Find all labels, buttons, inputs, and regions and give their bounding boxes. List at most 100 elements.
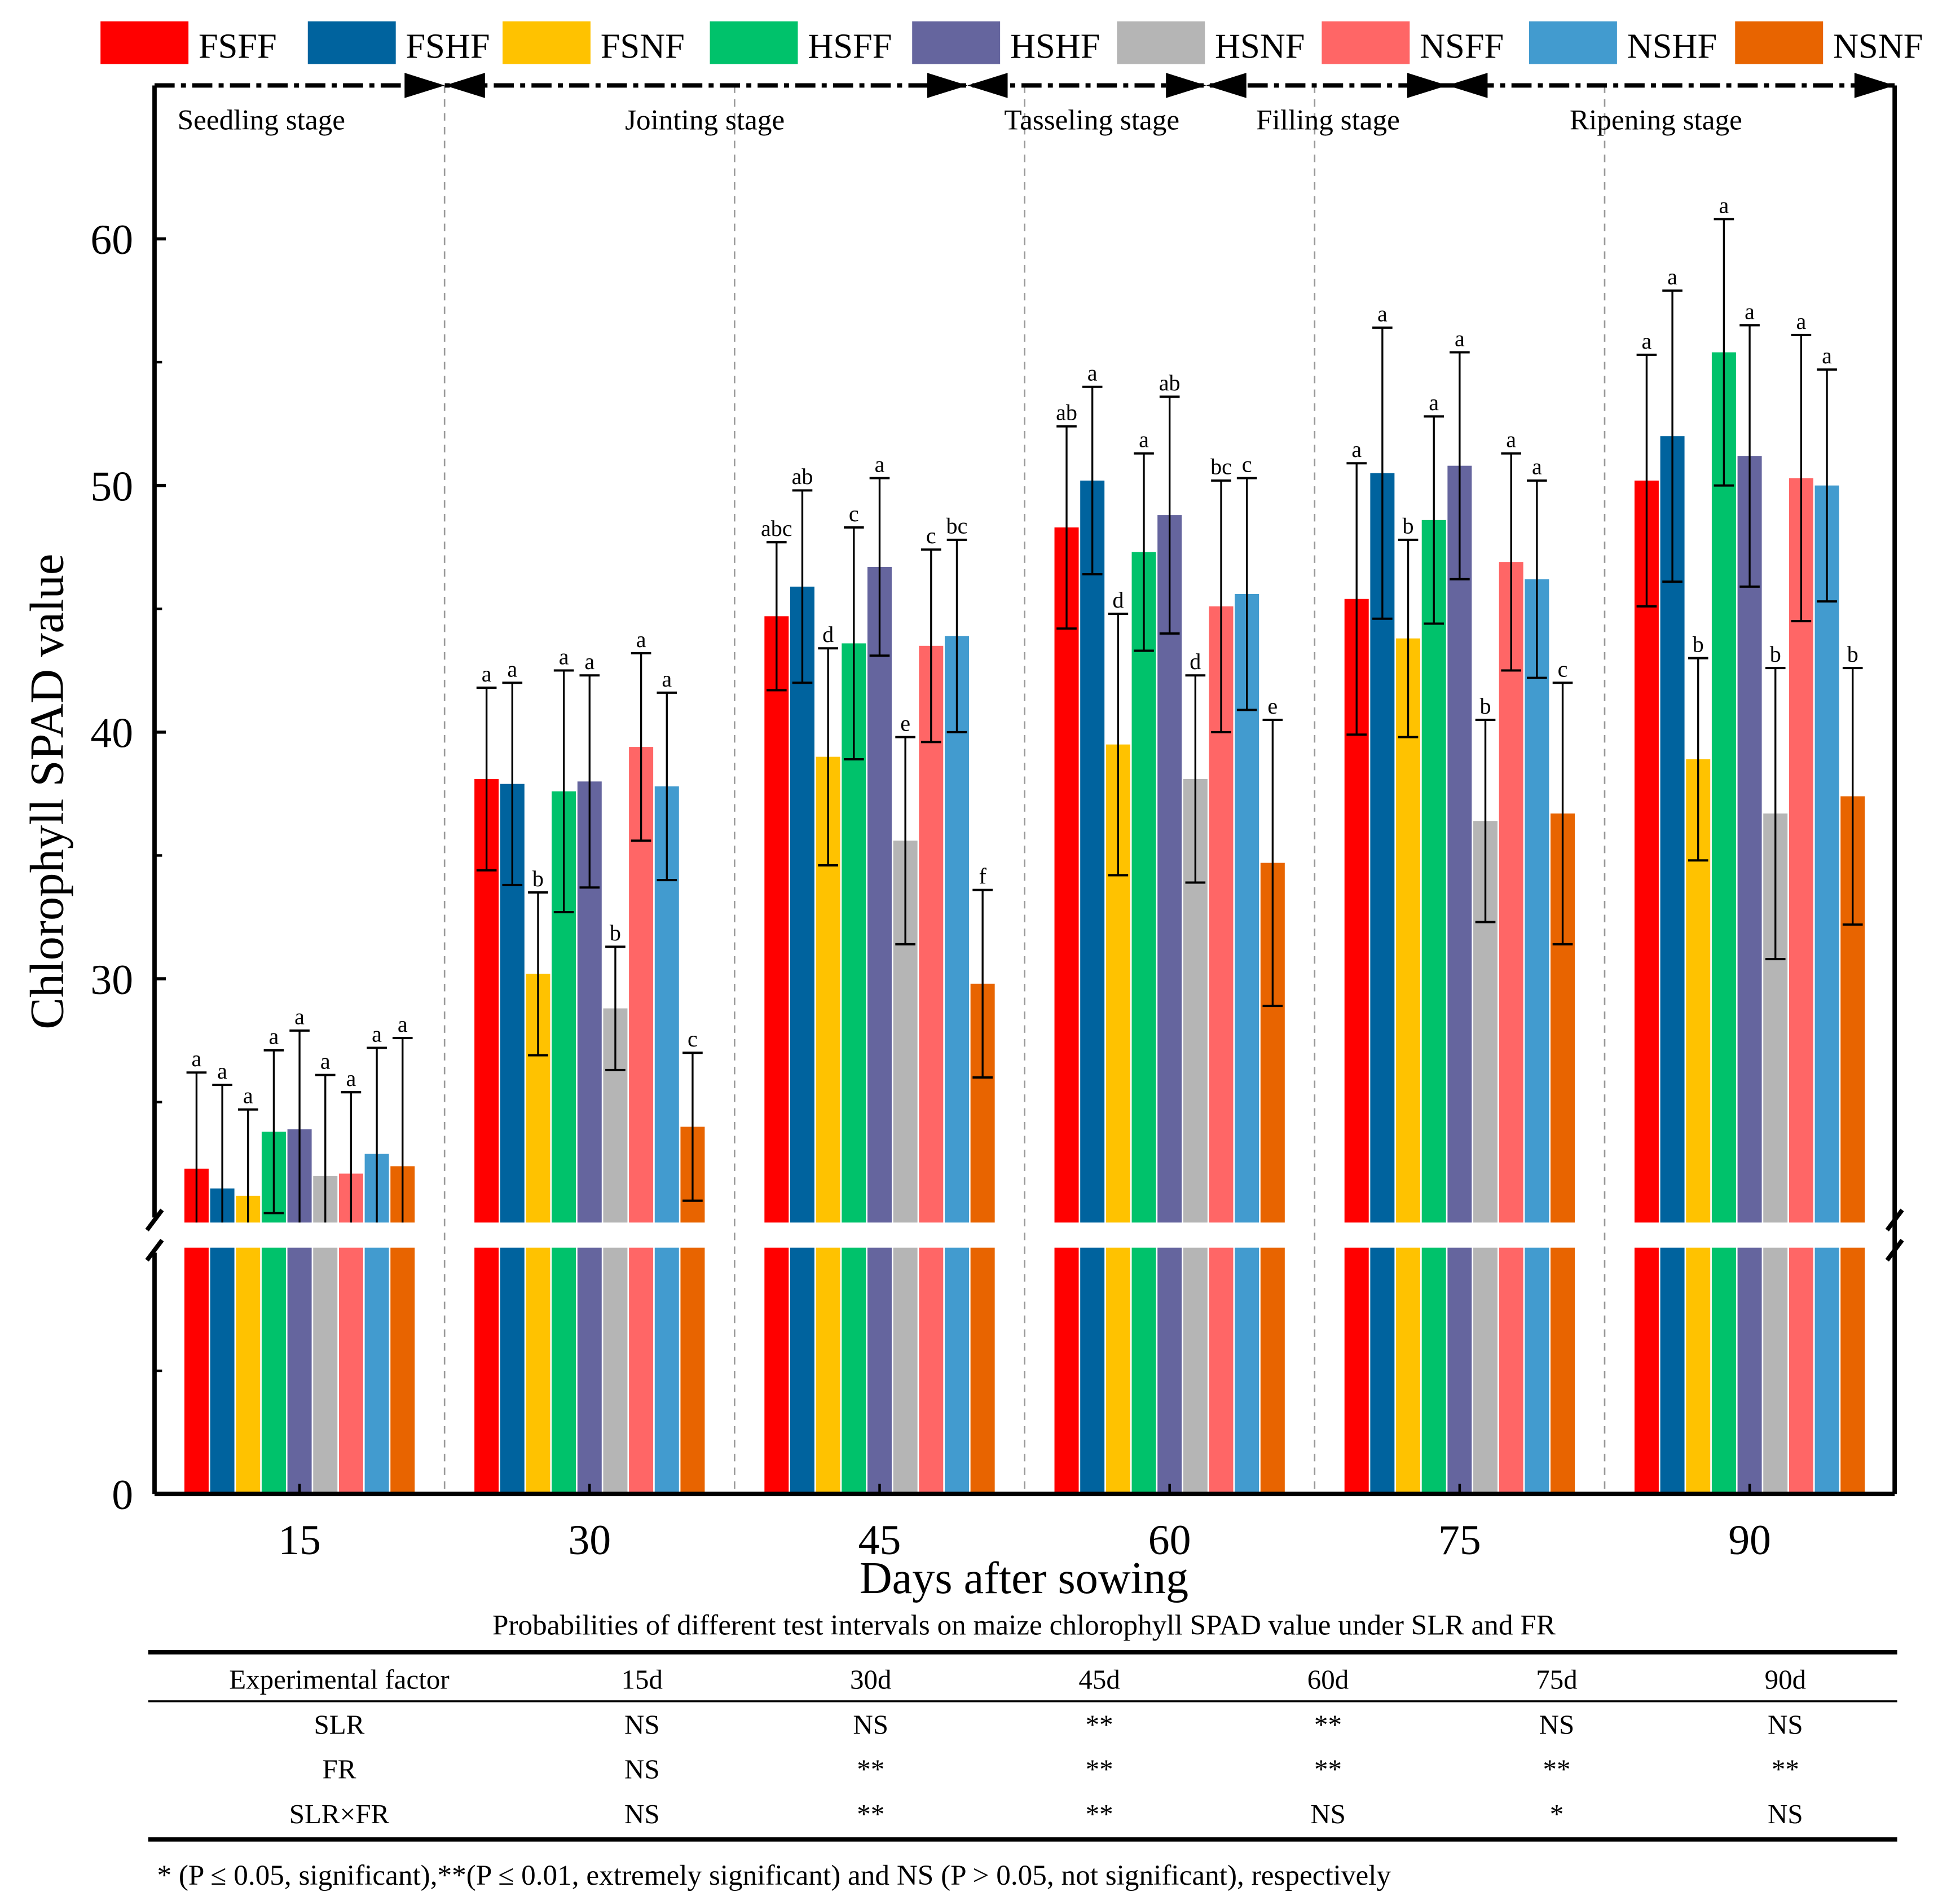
bar-lower [552, 1247, 576, 1494]
table-cell: ** [1086, 1798, 1113, 1829]
bar-lower [1660, 1247, 1685, 1494]
significance-letter: c [1558, 656, 1568, 681]
x-tick-label: 15 [278, 1517, 321, 1564]
legend-swatch-fsnf [503, 21, 591, 64]
bar-nshf-15: a [364, 1021, 389, 1494]
bar-lower [1525, 1247, 1549, 1494]
bar-lower [1711, 1247, 1736, 1494]
table-cell: ** [1086, 1709, 1113, 1740]
table-cell: NS [624, 1754, 660, 1785]
bar-nsff-45: c [919, 523, 944, 1494]
bar-nsff-15: a [338, 1066, 363, 1494]
stage-arrow-left [967, 73, 1008, 98]
bar-nsff-30: a [629, 627, 654, 1494]
table-cell: NS [853, 1709, 888, 1740]
bar-lower [1737, 1247, 1762, 1494]
table-cell: NS [1768, 1798, 1803, 1829]
bar-lower [842, 1247, 866, 1494]
significance-letter: a [1506, 427, 1516, 452]
significance-letter: a [1719, 192, 1729, 218]
bar-hsff-60: a [1131, 427, 1156, 1494]
significance-letter: b [1480, 693, 1491, 719]
significance-letter: a [1822, 343, 1832, 368]
table-header-cell: 90d [1765, 1664, 1807, 1695]
significance-letter: a [320, 1048, 331, 1074]
table-cell: ** [857, 1754, 884, 1785]
stage-arrow-left [1447, 73, 1488, 98]
stage-arrow-right [1854, 73, 1895, 98]
significance-letter: a [1667, 264, 1677, 289]
bar-nshf-60: c [1235, 451, 1259, 1494]
bar-nshf-90: a [1814, 343, 1839, 1494]
significance-letter: a [346, 1066, 356, 1091]
axis-break-mark [145, 1239, 164, 1262]
bar-fshf-90: a [1660, 264, 1685, 1494]
bar-lower [1054, 1247, 1079, 1494]
bar-lower [764, 1247, 789, 1494]
significance-letter: a [1139, 427, 1149, 452]
bar-nsnf-75: c [1551, 656, 1575, 1494]
bar-fsnf-90: b [1686, 632, 1711, 1494]
table-row-factor: FR [322, 1754, 356, 1785]
bar-upper [1131, 552, 1156, 1223]
stage-arrow-right [1166, 73, 1206, 98]
table-cell: NS [624, 1798, 660, 1829]
significance-letter: a [559, 644, 569, 669]
bar-fsff-90: a [1634, 328, 1659, 1494]
bar-nsff-60: bc [1209, 454, 1234, 1494]
significance-letter: e [1267, 693, 1278, 719]
table-header-cell: 60d [1307, 1664, 1349, 1695]
bar-upper [1814, 485, 1839, 1223]
significance-letter: a [1377, 301, 1388, 327]
bar-lower [390, 1247, 415, 1494]
legend-label-hshf: HSHF [1010, 27, 1100, 65]
significance-letter: a [636, 627, 646, 652]
bar-hsff-90: a [1711, 192, 1736, 1494]
table-cell: ** [1314, 1754, 1342, 1785]
legend-label-fsff: FSFF [199, 27, 277, 65]
significance-letter: d [822, 622, 834, 647]
table-cell: NS [624, 1709, 660, 1740]
bar-lower [1814, 1247, 1839, 1494]
significance-letter: a [1796, 309, 1807, 334]
significance-letter: a [875, 451, 885, 477]
y-tick-label: 30 [90, 957, 133, 1004]
legend-swatch-hsnf [1117, 21, 1205, 64]
legend-label-hsnf: HSNF [1215, 27, 1305, 65]
legend: FSFF FSHF FSNF HSFF HSHF HSNF NSFF NSHF NSNF [100, 21, 1923, 65]
bar-fsnf-30: b [526, 866, 550, 1494]
bar-nsff-75: a [1499, 427, 1523, 1494]
bar-nsnf-60: e [1260, 693, 1285, 1494]
table-cell: ** [857, 1798, 884, 1829]
significance-letter: abc [761, 516, 792, 541]
bar-lower [261, 1247, 286, 1494]
legend-label-nshf: NSHF [1627, 27, 1717, 65]
bar-upper [790, 586, 814, 1223]
bar-lower [603, 1247, 628, 1494]
y-tick-label: 40 [90, 710, 133, 757]
bar-nsnf-90: b [1840, 641, 1865, 1494]
axis-break-mark [145, 1208, 164, 1231]
bar-fshf-30: a [500, 656, 525, 1494]
bar-hsnf-75: b [1473, 693, 1498, 1494]
x-tick-label: 60 [1148, 1517, 1191, 1564]
bar-upper [867, 566, 892, 1223]
table-cell: ** [1772, 1754, 1799, 1785]
bar-lower [790, 1247, 814, 1494]
bar-hsff-15: a [261, 1024, 286, 1494]
legend-swatch-nsff [1322, 21, 1410, 64]
table-row-factor: SLR×FR [289, 1798, 390, 1829]
bar-upper [1525, 579, 1549, 1223]
bar-lower [1370, 1247, 1395, 1494]
bar-lower [1235, 1247, 1259, 1494]
significance-letter: a [1745, 298, 1755, 324]
y-tick-label: 60 [90, 217, 133, 263]
bar-lower [1840, 1247, 1865, 1494]
legend-label-fshf: FSHF [406, 27, 490, 65]
significance-letter: a [1455, 325, 1465, 351]
stage-arrow-right [927, 73, 968, 98]
bar-lower [680, 1247, 705, 1494]
x-tick-label: 45 [858, 1517, 901, 1564]
bar-lower [1131, 1247, 1156, 1494]
